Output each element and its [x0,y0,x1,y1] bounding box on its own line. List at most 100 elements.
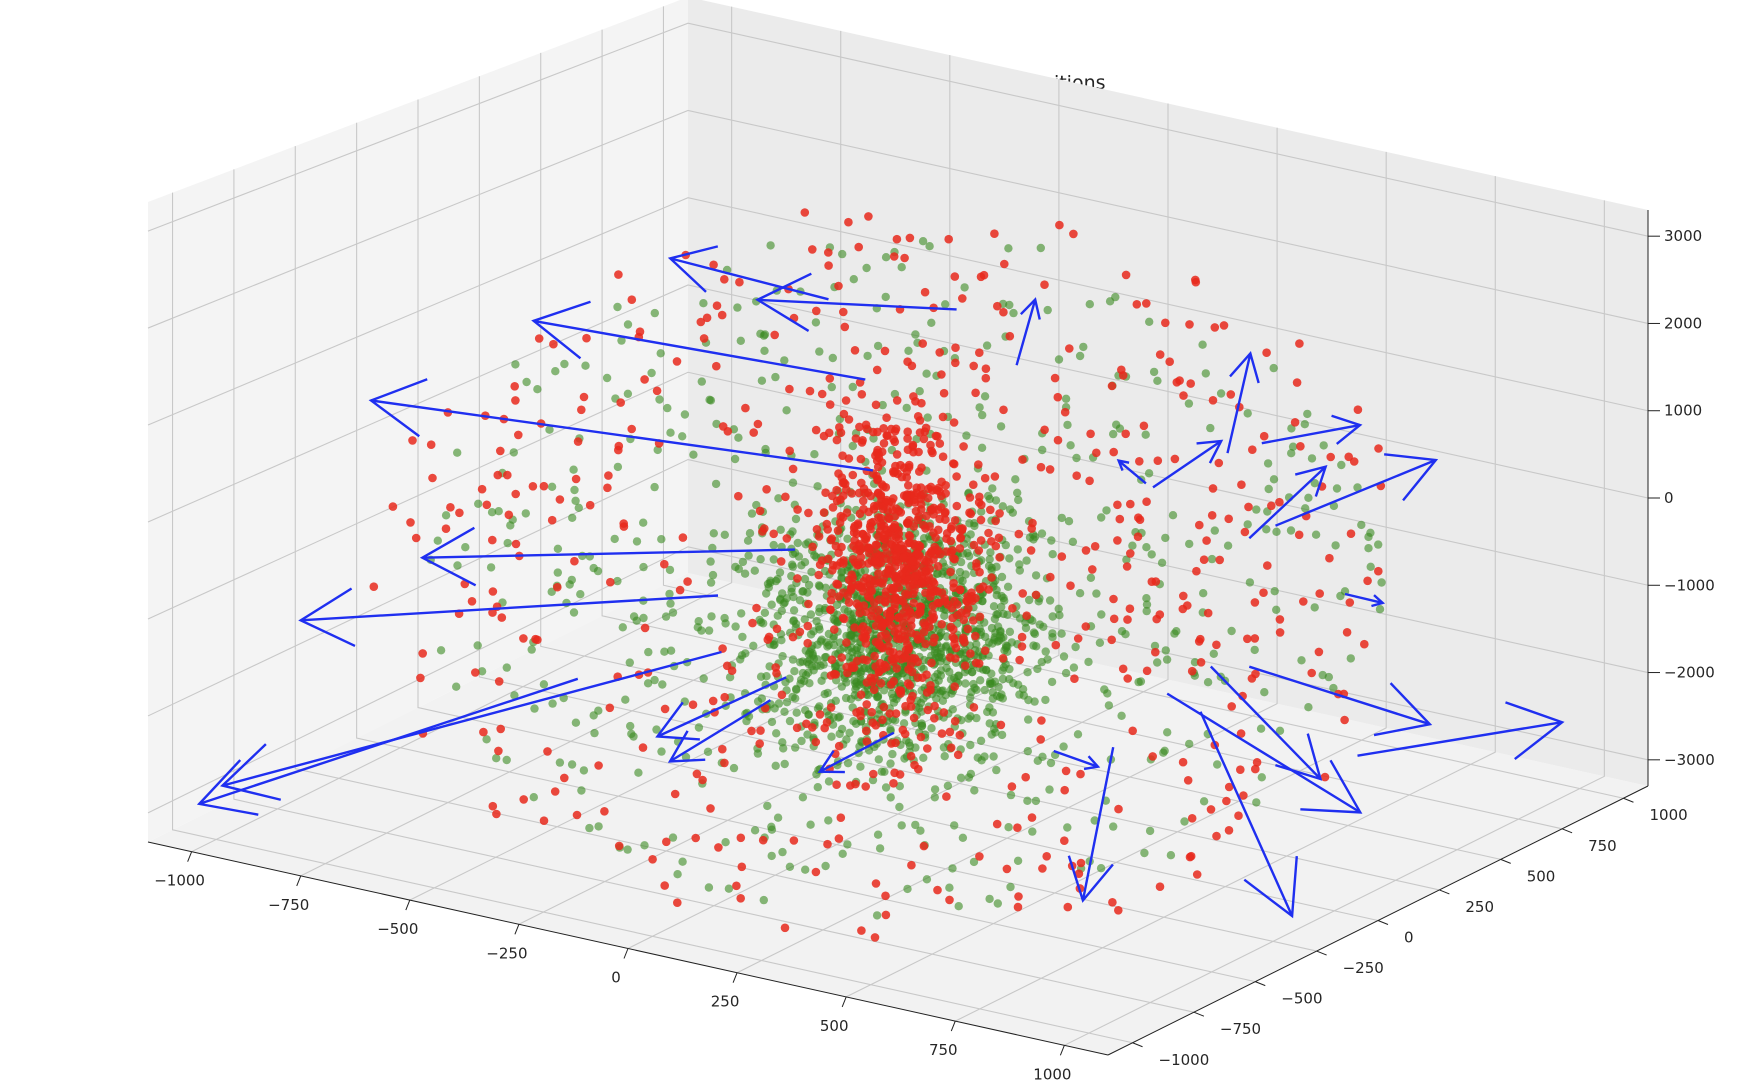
velocity-arrow [757,298,957,311]
initial-position-point [1072,453,1081,463]
next-position-point [488,587,498,596]
next-position-point [1036,735,1045,744]
initial-position-point [772,729,781,738]
next-position-point [999,405,1008,415]
next-position-point [930,714,939,723]
next-position-point [673,898,682,907]
next-position-point [834,592,844,601]
initial-position-point [1022,556,1031,565]
next-position-point [834,281,843,291]
next-position-point [648,855,657,864]
next-position-point [928,601,938,611]
next-position-point [758,527,767,536]
initial-position-point [1033,664,1042,674]
next-position-point [1060,785,1069,795]
next-position-point [1275,497,1284,507]
arrow-head [1294,464,1328,497]
initial-position-point [1147,550,1156,559]
initial-position-point [1153,376,1162,385]
next-position-point [925,564,935,574]
next-position-point [933,562,943,571]
next-position-point [577,405,586,415]
initial-position-point [989,602,999,611]
next-position-point [1076,858,1086,868]
initial-position-point [666,428,675,437]
next-position-point [492,809,501,819]
y-tick-mark [1623,797,1634,803]
initial-position-point [530,704,539,713]
next-position-point [858,496,868,506]
initial-position-point [579,766,589,775]
initial-position-point [997,634,1006,643]
initial-position-point [969,679,978,689]
initial-position-point [773,813,783,822]
initial-position-point [777,636,786,645]
initial-position-point [1163,728,1172,737]
initial-position-point [800,676,809,686]
next-position-point [993,301,1002,311]
next-position-point [1161,318,1170,328]
next-position-point [819,508,829,517]
initial-position-point [569,608,579,617]
next-position-point [1346,529,1356,538]
next-position-point [528,482,538,491]
next-position-point [1263,561,1272,570]
initial-position-point [656,349,665,358]
next-position-point [876,679,886,688]
next-position-point [853,519,863,528]
next-position-point [939,388,949,398]
next-position-point [830,625,839,634]
initial-position-point [1109,429,1118,439]
initial-position-point [954,671,963,680]
next-position-point [793,574,802,583]
initial-position-point [1023,796,1032,805]
next-position-point [1115,514,1125,524]
initial-position-point [1021,618,1030,627]
initial-position-point [945,883,954,892]
initial-position-point [1015,566,1024,575]
next-position-point [678,533,688,542]
next-position-point [1240,527,1250,537]
initial-position-point [1140,848,1149,858]
next-position-point [808,542,817,552]
next-position-point [603,483,612,493]
next-position-point [904,531,914,540]
initial-position-point [941,300,950,309]
initial-position-point [789,617,798,626]
next-position-point [879,482,888,491]
next-position-point [1251,764,1260,774]
next-position-point [1363,576,1372,586]
next-position-point [843,591,852,600]
initial-position-point [1005,554,1014,563]
next-position-point [958,635,968,645]
arrow-head [1083,755,1101,771]
initial-position-point [1269,363,1278,373]
next-position-point [918,490,927,499]
initial-position-point [937,643,946,652]
initial-position-point [881,253,891,262]
next-position-point [953,750,963,760]
initial-position-point [998,674,1008,684]
next-position-point [873,427,882,437]
arrow-head [1331,414,1363,445]
initial-position-point [1057,513,1067,523]
initial-position-point [780,356,789,365]
initial-position-point [895,802,904,812]
initial-position-point [797,736,806,746]
initial-position-point [1009,679,1018,688]
velocity-arrow [198,677,579,806]
next-position-point [1214,458,1224,468]
next-position-point [488,535,497,545]
next-position-point [604,471,613,480]
initial-position-point [771,761,780,770]
next-position-point [856,624,866,634]
initial-position-point [681,752,691,762]
next-position-point [864,559,873,568]
next-position-point [820,723,829,733]
next-position-point [980,473,990,483]
initial-position-point [494,507,503,516]
initial-position-point [709,529,718,538]
initial-position-point [933,685,942,694]
initial-position-point [958,833,968,842]
next-position-point [869,685,879,695]
